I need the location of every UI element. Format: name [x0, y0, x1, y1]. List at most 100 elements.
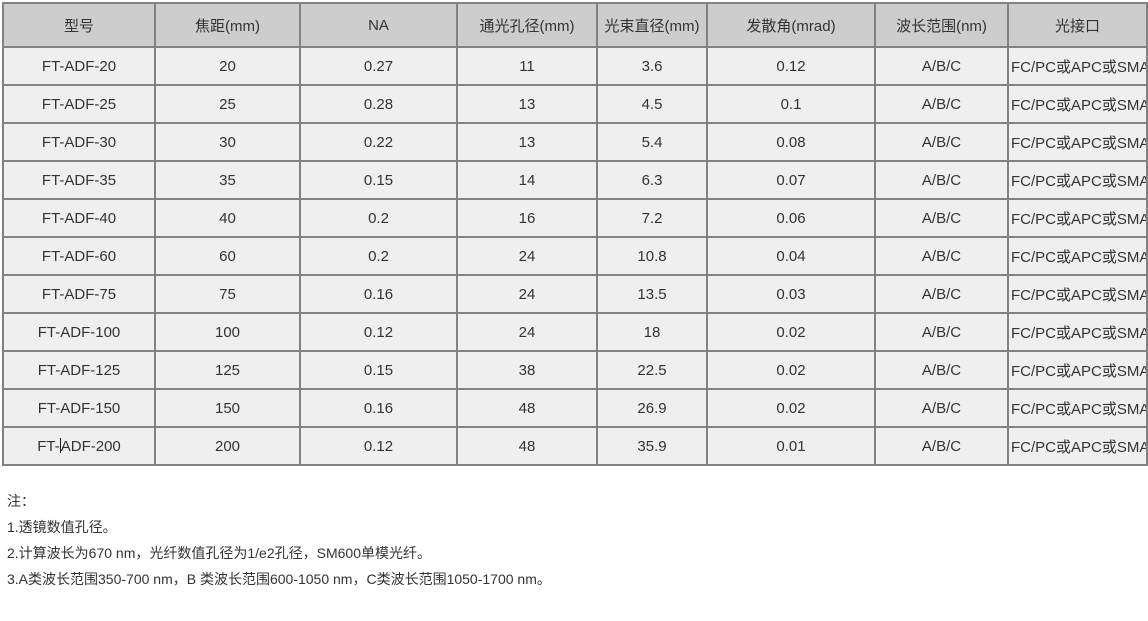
table-cell: 35.9	[596, 426, 708, 466]
table-row: FT-ADF-35 35 0.15 14 6.3 0.07 A/B/C FC/PC或APC或S…	[2, 160, 1148, 200]
table-cell: 0.02	[706, 312, 876, 352]
table-row: FT-ADF-75 75 0.16 24 13.5 0.03 A/B/C FC/PC或APC或…	[2, 274, 1148, 314]
table-cell: 0.15	[299, 350, 458, 390]
header-cell: 光束直径(mm)	[596, 2, 708, 48]
table-cell: 0.01	[706, 426, 876, 466]
table-cell: FT-ADF-25	[2, 84, 156, 124]
note-item-2: 2.计算波长为670 nm，光纤数值孔径为1/e2孔径，SM600单模光纤。	[7, 545, 431, 561]
table-cell: FC/PC或APC或SMA	[1007, 426, 1148, 466]
table-cell: 0.03	[706, 274, 876, 314]
table-cell: FC/PC或APC或SMA	[1007, 84, 1148, 124]
spec-table-body: FT-ADF-20 20 0.27 11 3.6 0.12 A/B/C FC/PC或APC或S…	[2, 46, 1148, 466]
header-cell: 波长范围(nm)	[874, 2, 1009, 48]
notes-title: 注：	[7, 493, 35, 509]
table-cell: FT-ADF-150	[2, 388, 156, 428]
table-cell: 26.9	[596, 388, 708, 428]
table-cell: A/B/C	[874, 312, 1009, 352]
table-cell: A/B/C	[874, 388, 1009, 428]
header-cell: NA	[299, 2, 458, 48]
table-cell: 5.4	[596, 122, 708, 162]
table-row: FT-ADF-60 60 0.2 24 10.8 0.04 A/B/C FC/PC或APC或S…	[2, 236, 1148, 276]
table-cell: 4.5	[596, 84, 708, 124]
table-cell: 38	[456, 350, 598, 390]
table-cell: 0.08	[706, 122, 876, 162]
table-cell: 0.28	[299, 84, 458, 124]
table-cell: 0.2	[299, 236, 458, 276]
spec-table: 型号 焦距(mm) NA 通光孔径(mm) 光束直径(mm) 发散角(mrad) 波长范围(…	[2, 2, 1148, 466]
table-cell: 13	[456, 122, 598, 162]
notes-section: 注： 1.透镜数值孔径。 2.计算波长为670 nm，光纤数值孔径为1/e2孔径…	[7, 492, 1148, 588]
table-cell: A/B/C	[874, 160, 1009, 200]
table-cell: FC/PC或APC或SMA	[1007, 312, 1148, 352]
table-cell: A/B/C	[874, 426, 1009, 466]
header-cell: 通光孔径(mm)	[456, 2, 598, 48]
table-cell: 0.12	[299, 312, 458, 352]
table-row: FT-ADF-100 100 0.12 24 18 0.02 A/B/C FC/PC或APC或…	[2, 312, 1148, 352]
table-cell: FT-ADF-200	[2, 426, 156, 466]
table-cell: 35	[154, 160, 301, 200]
table-cell: FT-ADF-75	[2, 274, 156, 314]
header-cell: 发散角(mrad)	[706, 2, 876, 48]
table-cell: 0.27	[299, 46, 458, 86]
table-cell: 0.2	[299, 198, 458, 238]
table-cell: A/B/C	[874, 350, 1009, 390]
table-row: FT-ADF-30 30 0.22 13 5.4 0.08 A/B/C FC/PC或APC或S…	[2, 122, 1148, 162]
table-cell: 7.2	[596, 198, 708, 238]
table-row: FT-ADF-40 40 0.2 16 7.2 0.06 A/B/C FC/PC或APC或SM…	[2, 198, 1148, 238]
table-row: FT-ADF-200 200 0.12 48 35.9 0.01 A/B/C FC/PC或AP…	[2, 426, 1148, 466]
table-cell: FT-ADF-125	[2, 350, 156, 390]
table-cell: A/B/C	[874, 122, 1009, 162]
table-cell: 13.5	[596, 274, 708, 314]
table-cell: 24	[456, 312, 598, 352]
table-cell: FC/PC或APC或SMA	[1007, 46, 1148, 86]
table-cell: 0.16	[299, 388, 458, 428]
table-cell: A/B/C	[874, 198, 1009, 238]
table-cell: A/B/C	[874, 236, 1009, 276]
table-cell: 0.12	[299, 426, 458, 466]
table-cell: FT-ADF-35	[2, 160, 156, 200]
table-cell: 14	[456, 160, 598, 200]
table-cell: 125	[154, 350, 301, 390]
table-cell: 6.3	[596, 160, 708, 200]
table-cell: A/B/C	[874, 274, 1009, 314]
table-cell: 3.6	[596, 46, 708, 86]
table-cell: FC/PC或APC或SMA	[1007, 350, 1148, 390]
note-item-3: 3.A类波长范围350-700 nm，B 类波长范围600-1050 nm，C类…	[7, 571, 551, 587]
header-cell: 型号	[2, 2, 156, 48]
table-cell: 18	[596, 312, 708, 352]
table-cell: 22.5	[596, 350, 708, 390]
table-cell: 40	[154, 198, 301, 238]
table-row: FT-ADF-150 150 0.16 48 26.9 0.02 A/B/C FC/PC或AP…	[2, 388, 1148, 428]
table-cell: FT-ADF-20	[2, 46, 156, 86]
table-cell: 75	[154, 274, 301, 314]
table-cell: 48	[456, 388, 598, 428]
table-cell: 0.02	[706, 388, 876, 428]
table-cell: 150	[154, 388, 301, 428]
table-cell: FC/PC或APC或SMA	[1007, 160, 1148, 200]
table-cell: A/B/C	[874, 46, 1009, 86]
table-cell: 0.04	[706, 236, 876, 276]
table-row: FT-ADF-125 125 0.15 38 22.5 0.02 A/B/C FC/PC或AP…	[2, 350, 1148, 390]
table-row: FT-ADF-25 25 0.28 13 4.5 0.1 A/B/C FC/PC或APC或SM…	[2, 84, 1148, 124]
table-cell: 0.1	[706, 84, 876, 124]
table-cell: 20	[154, 46, 301, 86]
table-cell: 16	[456, 198, 598, 238]
table-cell: 48	[456, 426, 598, 466]
table-cell: 0.12	[706, 46, 876, 86]
table-cell: FC/PC或APC或SMA	[1007, 236, 1148, 276]
table-cell: 25	[154, 84, 301, 124]
text-cursor	[59, 437, 61, 453]
table-cell: 0.06	[706, 198, 876, 238]
table-cell: 24	[456, 236, 598, 276]
table-cell: 13	[456, 84, 598, 124]
table-cell: FC/PC或APC或SMA	[1007, 274, 1148, 314]
table-cell: 24	[456, 274, 598, 314]
table-cell: 11	[456, 46, 598, 86]
table-cell: FT-ADF-30	[2, 122, 156, 162]
table-header-row: 型号 焦距(mm) NA 通光孔径(mm) 光束直径(mm) 发散角(mrad) 波长范围(…	[2, 2, 1148, 48]
table-cell: 30	[154, 122, 301, 162]
table-cell: 0.22	[299, 122, 458, 162]
table-cell: FT-ADF-100	[2, 312, 156, 352]
table-cell: FT-ADF-40	[2, 198, 156, 238]
table-cell: FC/PC或APC或SMA	[1007, 122, 1148, 162]
